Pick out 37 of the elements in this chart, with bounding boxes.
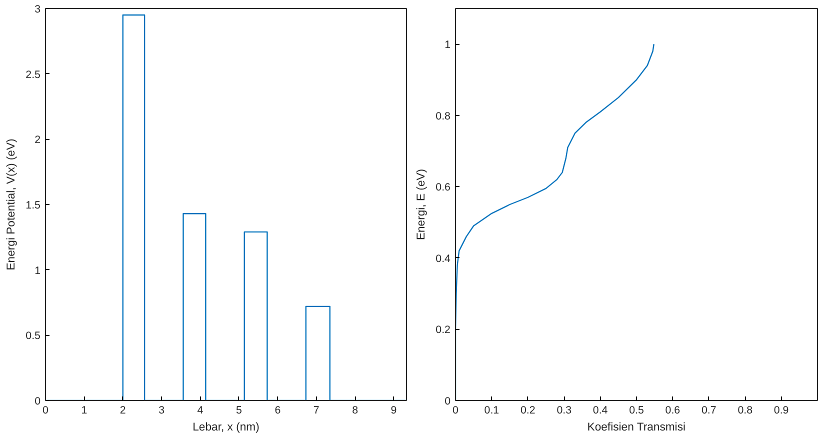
y-tick-label: 0.8	[436, 110, 451, 122]
x-tick-label: 0.2	[520, 404, 536, 416]
y-tick-label: 0	[444, 396, 451, 408]
y-tick-label: 3	[34, 4, 41, 16]
y-axis-title: Energi Potential, V(x) (eV)	[6, 138, 18, 270]
x-tick-label: 0.7	[701, 404, 716, 416]
y-tick-label: 0.6	[436, 182, 451, 194]
x-tick-label: 0.8	[738, 404, 753, 416]
y-tick-label: 1.5	[26, 200, 41, 212]
x-axis-title: Koefisien Transmisi	[587, 422, 686, 434]
x-tick-label: 0.9	[774, 404, 789, 416]
y-tick-label: 1	[444, 39, 451, 52]
y-tick-label: 0	[34, 396, 41, 408]
x-tick-label: 1	[81, 404, 88, 416]
x-tick-label: 3	[158, 404, 165, 416]
x-axis-title: Lebar, x (nm)	[192, 422, 260, 434]
x-tick-label: 8	[352, 404, 358, 416]
x-tick-label: 6	[274, 404, 281, 416]
x-tick-label: 0.5	[629, 404, 644, 416]
y-tick-label: 2.5	[26, 68, 41, 81]
x-tick-label: 7	[313, 404, 320, 416]
y-tick-label: 2	[34, 134, 41, 146]
y-tick-label: 1	[34, 264, 41, 277]
x-tick-label: 9	[390, 404, 397, 416]
x-tick-label: 0	[42, 404, 49, 416]
x-tick-label: 0.3	[556, 404, 572, 416]
x-tick-label: 0.4	[592, 404, 608, 416]
x-tick-label: 5	[236, 404, 242, 416]
x-tick-label: 0.6	[665, 404, 680, 416]
y-tick-label: 0.4	[436, 252, 451, 265]
y-tick-label: 0.5	[26, 330, 41, 342]
x-tick-label: 4	[197, 404, 204, 416]
x-tick-label: 2	[120, 404, 126, 416]
y-tick-label: 0.2	[436, 324, 451, 336]
y-axis-title: Energi, E (eV)	[416, 168, 428, 240]
x-tick-label: 0.1	[484, 404, 500, 416]
x-tick-label: 0	[452, 404, 459, 416]
